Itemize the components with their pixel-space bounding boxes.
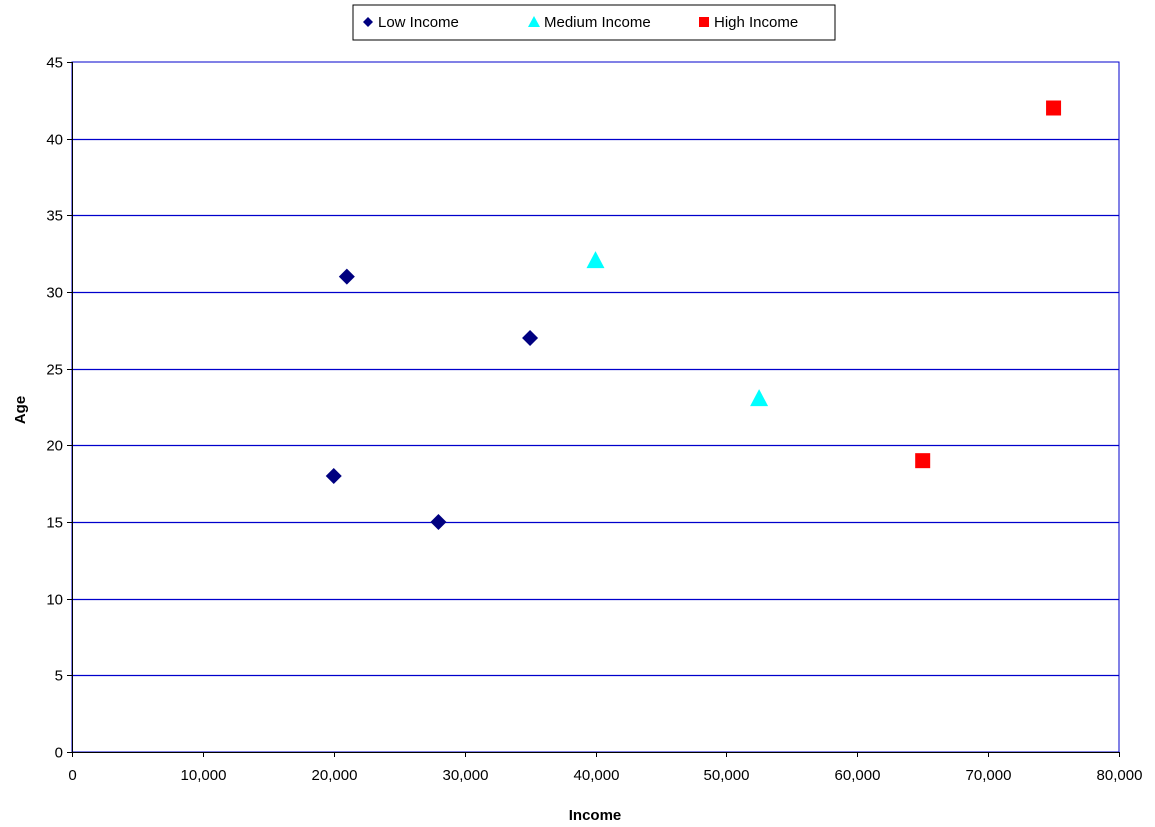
y-tick-label: 15 [46,515,63,532]
x-axis-title: Income [569,807,622,824]
legend-label-high-income: High Income [714,14,798,31]
x-tick-label: 50,000 [704,767,750,784]
plot-area: 0 10,000 20,000 30,000 40,000 50,000 60,000 70,… [46,55,1142,785]
point-low-income [522,330,539,346]
point-low-income [430,514,447,530]
plot-border [71,61,1120,753]
x-tick-label: 60,000 [835,767,881,784]
y-tick-label: 5 [55,668,63,685]
y-tick-label: 30 [46,285,63,302]
legend: Low Income Medium Income High Income [352,4,836,41]
point-low-income [338,268,355,285]
x-tick-label: 10,000 [181,767,227,784]
x-tick-label: 40,000 [574,767,620,784]
legend-marker-medium-income [528,16,540,27]
y-tick-label: 45 [46,55,63,72]
y-tick-label: 10 [46,592,63,609]
legend-marker-high-income [699,17,709,27]
point-high-income [1046,100,1062,116]
y-axis-title: Age [12,396,29,424]
data-points [325,100,1062,530]
y-tick-label: 35 [46,208,63,225]
legend-label-low-income: Low Income [378,14,459,31]
y-axis-ticks: 0 5 10 15 20 25 30 35 40 45 [46,55,73,762]
legend-label-medium-income: Medium Income [544,14,651,31]
point-low-income [325,468,342,484]
point-high-income [915,453,931,469]
y-tick-label: 20 [46,438,63,455]
point-medium-income [750,389,769,407]
x-tick-label: 20,000 [312,767,358,784]
x-tick-label: 0 [68,767,76,784]
y-tick-label: 40 [46,132,63,149]
x-tick-label: 30,000 [443,767,489,784]
x-tick-label: 70,000 [966,767,1012,784]
y-tick-label: 0 [55,745,63,762]
y-tick-label: 25 [46,362,63,379]
gridlines [72,138,1119,677]
point-medium-income [586,251,605,269]
legend-marker-low-income [363,17,373,27]
legend-box [352,4,836,41]
x-tick-label: 80,000 [1097,767,1143,784]
x-axis-ticks: 0 10,000 20,000 30,000 40,000 50,000 60,000 70,… [68,752,1142,784]
